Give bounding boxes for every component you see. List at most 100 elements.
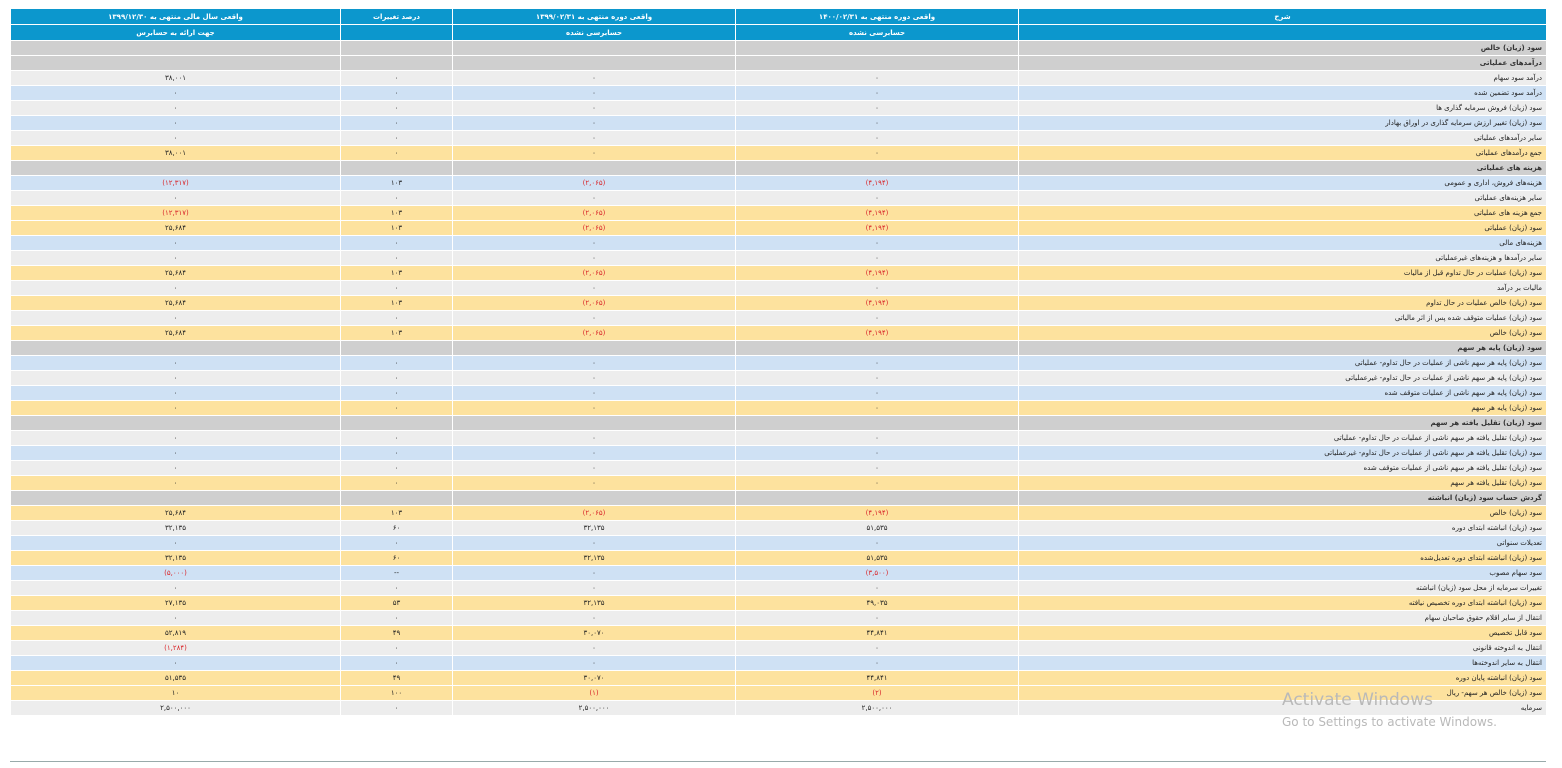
value-fiscal-1399: ۰	[10, 610, 341, 626]
value-fiscal-1399: ۲۵,۶۸۴	[10, 325, 341, 341]
value-1400: (۴,۱۹۴)	[735, 265, 1019, 281]
table-row: درآمد سود تضمین شده ۰ ۰ ۰ ۰	[10, 85, 1547, 101]
value-1399: ۰	[452, 445, 736, 461]
table-row: جمع درآمدهای عملیاتی ۰ ۰ ۰ ۳۸,۰۰۱	[10, 145, 1547, 161]
change-percent: ۰	[340, 610, 453, 626]
value-fiscal-1399: ۰	[10, 355, 341, 371]
value-1399: (۲,۰۶۵)	[452, 505, 736, 521]
value-1400: ۰	[735, 70, 1019, 86]
value-1399: ۰	[452, 280, 736, 296]
change-percent: ۰	[340, 115, 453, 131]
row-description: سود (زیان) خالص	[1018, 325, 1547, 341]
value-1400: ۰	[735, 400, 1019, 416]
value-1400: ۰	[735, 310, 1019, 326]
row-description: انتقال به اندوخته قانونی	[1018, 640, 1547, 656]
value-1400: (۴,۱۹۴)	[735, 325, 1019, 341]
row-description: درآمد سود سهام	[1018, 70, 1547, 86]
table-row: سرمایه ۲,۵۰۰,۰۰۰ ۲,۵۰۰,۰۰۰ ۰ ۲,۵۰۰,۰۰۰	[10, 700, 1547, 716]
value-1399: ۰	[452, 640, 736, 656]
value-1400: ۰	[735, 385, 1019, 401]
change-percent: ۰	[340, 535, 453, 551]
value-1399: ۰	[452, 370, 736, 386]
value-1400: ۰	[735, 535, 1019, 551]
table-row: سود (زیان) عملیاتی (۴,۱۹۴) (۲,۰۶۵) ۱۰۳ ۲۵,۶۸…	[10, 220, 1547, 236]
row-description: درآمد سود تضمین شده	[1018, 85, 1547, 101]
value-fiscal-1399: (۱,۲۸۴)	[10, 640, 341, 656]
change-percent: ۰	[340, 655, 453, 671]
value-1400: (۴,۱۹۴)	[735, 505, 1019, 521]
table-row: سود (زیان) تغییر ارزش سرمایه گذاری در او…	[10, 115, 1547, 131]
value-1399: (۱)	[452, 685, 736, 701]
row-description: سایر هزینه‌های عملیاتی	[1018, 190, 1547, 206]
row-description: هزینه‌های فروش، اداری و عمومی	[1018, 175, 1547, 191]
value-1399	[452, 40, 736, 56]
change-percent	[340, 55, 453, 71]
row-description: جمع هزینه های عملیاتی	[1018, 205, 1547, 221]
value-1400: ۰	[735, 355, 1019, 371]
value-fiscal-1399: (۱۲,۳۱۷)	[10, 205, 341, 221]
row-description: تغییرات سرمایه از محل سود (زیان) انباشته	[1018, 580, 1547, 596]
value-1400: ۰	[735, 430, 1019, 446]
change-percent: ۰	[340, 445, 453, 461]
change-percent: ۰	[340, 145, 453, 161]
value-1399: (۲,۰۶۵)	[452, 175, 736, 191]
value-1400: ۲,۵۰۰,۰۰۰	[735, 700, 1019, 716]
value-1399: ۰	[452, 385, 736, 401]
value-fiscal-1399: ۰	[10, 100, 341, 116]
table-row: درآمد سود سهام ۰ ۰ ۰ ۳۸,۰۰۱	[10, 70, 1547, 86]
value-1399	[452, 490, 736, 506]
row-description: گردش حساب سود (زیان) انباشته	[1018, 490, 1547, 506]
value-fiscal-1399: ۲۷,۱۳۵	[10, 595, 341, 611]
header-audit-1400: حسابرسی نشده	[735, 24, 1019, 41]
section-header-row: سود (زیان) خالص	[10, 40, 1547, 56]
section-header-row: درآمدهای عملیاتی	[10, 55, 1547, 71]
value-1399: ۰	[452, 250, 736, 266]
table-row: سایر درآمدهای عملیاتی ۰ ۰ ۰ ۰	[10, 130, 1547, 146]
table-row: سود (زیان) پایه هر سهم ناشی از عملیات در…	[10, 355, 1547, 371]
watermark-title: Activate Windows	[1282, 690, 1433, 710]
header-audit-empty	[1018, 24, 1547, 41]
table-row: سود (زیان) خالص عملیات در حال تداوم (۴,۱۹…	[10, 295, 1547, 311]
table-row: مالیات بر درآمد ۰ ۰ ۰ ۰	[10, 280, 1547, 296]
table-row: سود (زیان) خالص (۴,۱۹۴) (۲,۰۶۵) ۱۰۳ ۲۵,۶۸۴	[10, 325, 1547, 341]
value-1400: ۰	[735, 130, 1019, 146]
value-1400	[735, 40, 1019, 56]
value-1399: ۰	[452, 145, 736, 161]
value-1400: (۳,۵۰۰)	[735, 565, 1019, 581]
section-header-row: سود (زیان) تقلیل یافته هر سهم	[10, 415, 1547, 431]
value-1400: ۴۴,۸۴۱	[735, 625, 1019, 641]
header-row-audit-status: حسابرسی نشده حسابرسی نشده جهت ارائه به ح…	[10, 24, 1547, 41]
watermark-subtitle: Go to Settings to activate Windows.	[1282, 715, 1497, 729]
row-description: سود (زیان) فروش سرمایه گذاری ها	[1018, 100, 1547, 116]
value-fiscal-1399: ۰	[10, 430, 341, 446]
change-percent: ۴۹	[340, 625, 453, 641]
row-description: سود (زیان) پایه هر سهم	[1018, 400, 1547, 416]
change-percent: ۰	[340, 70, 453, 86]
table-header: شرح واقعی دوره منتهی به ۱۴۰۰/۰۲/۳۱ واقعی…	[10, 8, 1547, 41]
table-row: سود (زیان) خالص هر سهم- ریال (۲) (۱) ۱۰۰ ۱۰	[10, 685, 1547, 701]
value-1400	[735, 340, 1019, 356]
value-1400: ۰	[735, 190, 1019, 206]
value-1400: ۵۱,۵۳۵	[735, 550, 1019, 566]
value-1400: (۴,۱۹۴)	[735, 220, 1019, 236]
table-row: سایر درآمدها و هزینه‌های غیرعملیاتی ۰ ۰ ۰ ۰	[10, 250, 1547, 266]
table-row: سود (زیان) فروش سرمایه گذاری ها ۰ ۰ ۰ ۰	[10, 100, 1547, 116]
value-1399: ۰	[452, 355, 736, 371]
value-fiscal-1399: ۰	[10, 250, 341, 266]
windows-activation-watermark: Activate Windows Go to Settings to activ…	[1282, 690, 1497, 730]
table-row: انتقال به سایر اندوخته‌ها ۰ ۰ ۰ ۰	[10, 655, 1547, 671]
value-1400: ۰	[735, 460, 1019, 476]
table-bottom-border	[10, 761, 1546, 762]
row-description: مالیات بر درآمد	[1018, 280, 1547, 296]
value-1400: ۵۱,۵۳۵	[735, 520, 1019, 536]
change-percent: ۰	[340, 280, 453, 296]
change-percent: ۶۰	[340, 520, 453, 536]
change-percent	[340, 340, 453, 356]
table-row: سود (زیان) تقلیل یافته هر سهم ناشی از عم…	[10, 460, 1547, 476]
value-1400	[735, 55, 1019, 71]
change-percent: ۱۰۳	[340, 205, 453, 221]
change-percent: ۱۰۳	[340, 325, 453, 341]
row-description: سایر درآمدهای عملیاتی	[1018, 130, 1547, 146]
value-fiscal-1399: ۰	[10, 115, 341, 131]
header-period-1399: واقعی دوره منتهی به ۱۳۹۹/۰۲/۳۱	[452, 8, 736, 25]
